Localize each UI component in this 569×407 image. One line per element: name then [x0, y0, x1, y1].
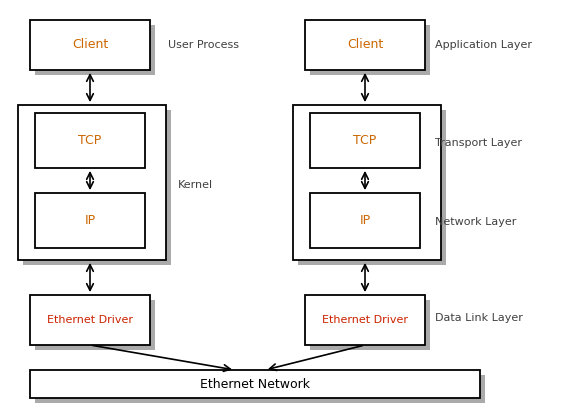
Bar: [30, 295, 150, 345]
Text: TCP: TCP: [79, 134, 102, 147]
Bar: [293, 105, 441, 260]
Text: Client: Client: [347, 39, 383, 52]
Text: Network Layer: Network Layer: [435, 217, 517, 227]
Bar: [18, 105, 166, 260]
Bar: [310, 113, 420, 168]
Bar: [35, 193, 145, 248]
Bar: [298, 110, 446, 265]
Bar: [23, 110, 171, 265]
Bar: [35, 113, 145, 168]
Text: Application Layer: Application Layer: [435, 40, 532, 50]
Text: Kernel: Kernel: [178, 180, 213, 190]
Text: Ethernet Network: Ethernet Network: [200, 378, 310, 390]
Bar: [310, 300, 430, 350]
Bar: [30, 20, 150, 70]
Text: Data Link Layer: Data Link Layer: [435, 313, 523, 323]
Text: Client: Client: [72, 39, 108, 52]
Bar: [35, 25, 155, 75]
Text: TCP: TCP: [353, 134, 377, 147]
Text: Transport Layer: Transport Layer: [435, 138, 522, 148]
Bar: [35, 300, 155, 350]
Bar: [35, 375, 485, 403]
Bar: [305, 295, 425, 345]
Text: Ethernet Driver: Ethernet Driver: [322, 315, 408, 325]
Text: IP: IP: [84, 214, 96, 227]
Bar: [310, 25, 430, 75]
Text: Ethernet Driver: Ethernet Driver: [47, 315, 133, 325]
Text: IP: IP: [360, 214, 370, 227]
Bar: [30, 370, 480, 398]
Bar: [310, 193, 420, 248]
Text: User Process: User Process: [168, 40, 239, 50]
Bar: [305, 20, 425, 70]
